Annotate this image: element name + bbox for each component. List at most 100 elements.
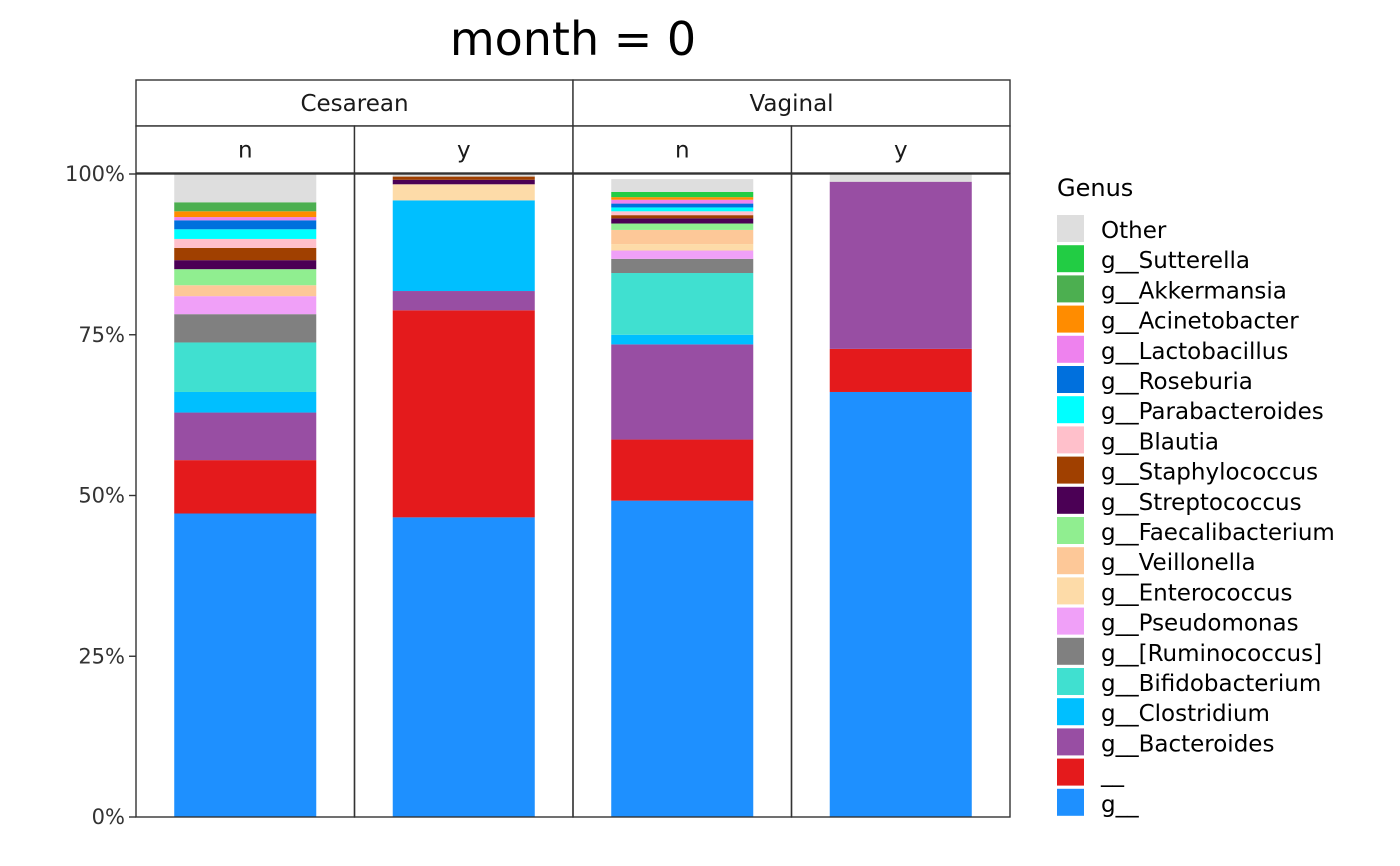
bar-segment-vaginal-n-g-pseudomonas [611,250,754,259]
bar-segment-vaginal-y-g [829,391,972,817]
bar-segment-vaginal-y-g-bacteroides [829,181,972,349]
bar-segment-vaginal-n-other [611,179,754,193]
bar-segment-cesarean-n-g-blautia [174,238,317,248]
legend-key-g-acinetobacter [1057,305,1084,333]
bar-segment-cesarean-n-g-clostridium [174,391,317,413]
bar-segment-vaginal-n-g-ruminococcus [611,258,754,274]
bar-segment-cesarean-n-g-roseburia [174,220,317,230]
bar-segment-cesarean-n-g-acinetobacter [174,211,317,218]
y-tick-label-4: 100% [65,162,125,186]
bar-segment-cesarean-n-g-bifidobacterium [174,342,317,392]
legend-key-g-faecalibacterium [1057,517,1084,544]
bar-segment-vaginal-n-g-roseburia [611,203,754,208]
bar-segment-vaginal-n-g-clostridium [611,334,754,345]
bar-segment-vaginal-y-blank [829,348,972,392]
facet-strip-outer-cesarean [135,79,574,127]
legend-key-g [1057,788,1084,816]
legend-label-g: g__ [1101,792,1139,818]
bar-segment-vaginal-n-g-acinetobacter [611,197,754,200]
bar-segment-vaginal-n-g-faecalibacterium [611,223,754,230]
bar-segment-cesarean-y-other [392,174,535,177]
legend-key-g-streptococcus [1057,486,1084,514]
legend-key-g-staphylococcus [1057,456,1084,484]
bar-segment-vaginal-n-blank [611,439,754,501]
bar-segment-cesarean-n-g-pseudomonas [174,296,317,315]
bar-segment-cesarean-y-g-clostridium [392,200,535,292]
facet-label-vaginal: Vaginal [749,91,833,117]
bar-segment-cesarean-n-g-ruminococcus [174,314,317,343]
bar-segment-vaginal-n-g-staphylococcus [611,215,754,219]
y-tick-label-1: 25% [78,644,125,668]
bar-segment-vaginal-n-g-lactobacillus [611,199,754,204]
bar-segment-vaginal-n-g-sutterella [611,192,754,198]
bar-segment-vaginal-n-g-bifidobacterium [611,273,754,335]
facet-strip-outer-vaginal [572,79,1011,127]
bar-segment-cesarean-n-g-faecalibacterium [174,269,317,286]
legend-label-g-blautia: g__Blautia [1101,429,1219,455]
bar-segment-cesarean-y-g [392,517,535,817]
bar-segment-vaginal-n-g-parabacteroides [611,207,754,212]
legend-label-g-akkermansia: g__Akkermansia [1101,278,1287,304]
legend-key-g-blautia [1057,426,1084,454]
y-tick-label-0: 0% [92,805,125,829]
facet-label-cesarean-y: y [457,138,471,164]
legend-key-g-bacteroides [1057,728,1084,756]
bar-segment-vaginal-n-g-streptococcus [611,218,754,224]
legend-key-blank [1057,758,1084,786]
chart-title: month = 0 [450,12,696,66]
bar-segment-cesarean-y-g-bacteroides [392,291,535,311]
bar-segment-cesarean-n-g [174,513,317,817]
legend-key-other [1057,215,1084,242]
bar-segment-cesarean-y-blank [392,310,535,518]
legend-key-g-akkermansia [1057,275,1084,303]
bar-segment-cesarean-n-g-streptococcus [174,260,317,270]
bar-segment-cesarean-y-g-enterococcus [392,184,535,201]
legend-key-g-clostridium [1057,698,1084,726]
legend-label-g-streptococcus: g__Streptococcus [1101,490,1302,516]
facet-strips: Cesarean Vaginal n y n y [135,79,1011,174]
bar-segment-vaginal-n-g-blautia [611,211,754,216]
y-tick-label-2: 50% [78,484,125,508]
legend-label-g-ruminococcus: g__[Ruminococcus] [1101,641,1322,667]
bar-segment-vaginal-n-g [611,500,754,817]
legend: Genus Other g__Sutterella g__Akkermansia g__… [1057,174,1335,818]
bar-segment-cesarean-n-g-bacteroides [174,412,317,461]
facet-strip-inner-vaginal-n [572,125,793,174]
legend-key-g-bifidobacterium [1057,668,1084,695]
legend-key-g-veillonella [1057,547,1084,575]
legend-key-g-roseburia [1057,366,1084,393]
panel-border-vaginal-y [790,173,1011,818]
facet-strip-inner-vaginal-y [790,125,1011,174]
legend-label-g-sutterella: g__Sutterella [1101,248,1250,274]
bar-segment-cesarean-y-g-staphylococcus [392,176,535,180]
facet-label-vaginal-n: n [675,138,690,164]
legend-key-g-lactobacillus [1057,335,1084,363]
legend-label-g-parabacteroides: g__Parabacteroides [1101,399,1324,425]
bar-stacks [135,173,1011,818]
legend-key-g-sutterella [1057,245,1084,273]
bar-segment-cesarean-n-g-veillonella [174,285,317,297]
bar-segment-vaginal-n-g-enterococcus [611,244,754,251]
bar-segment-cesarean-n-g-akkermansia [174,202,317,212]
legend-label-g-bacteroides: g__Bacteroides [1101,731,1274,757]
bar-segment-vaginal-n-g-bacteroides [611,344,754,440]
legend-key-g-parabacteroides [1057,396,1084,424]
legend-label-g-veillonella: g__Veillonella [1101,550,1256,576]
bar-segment-cesarean-n-g-parabacteroides [174,229,317,239]
legend-label-g-staphylococcus: g__Staphylococcus [1101,460,1318,486]
legend-key-g-enterococcus [1057,577,1084,605]
legend-label-other: Other [1101,218,1167,244]
bar-segment-cesarean-n-g-lactobacillus [174,217,317,221]
y-tick-label-3: 75% [78,323,125,347]
bar-segment-cesarean-n-blank [174,460,317,514]
legend-key-g-pseudomonas [1057,607,1084,635]
legend-label-g-lactobacillus: g__Lactobacillus [1101,339,1288,365]
legend-label-g-enterococcus: g__Enterococcus [1101,580,1292,606]
legend-label-blank: __ [1100,762,1125,788]
legend-label-g-acinetobacter: g__Acinetobacter [1101,309,1299,335]
facet-label-vaginal-y: y [894,138,908,164]
facet-label-cesarean-n: n [238,138,253,164]
bar-segment-cesarean-n-g-staphylococcus [174,247,317,261]
bar-segment-cesarean-n-other [174,174,317,203]
legend-label-g-roseburia: g__Roseburia [1101,369,1253,395]
